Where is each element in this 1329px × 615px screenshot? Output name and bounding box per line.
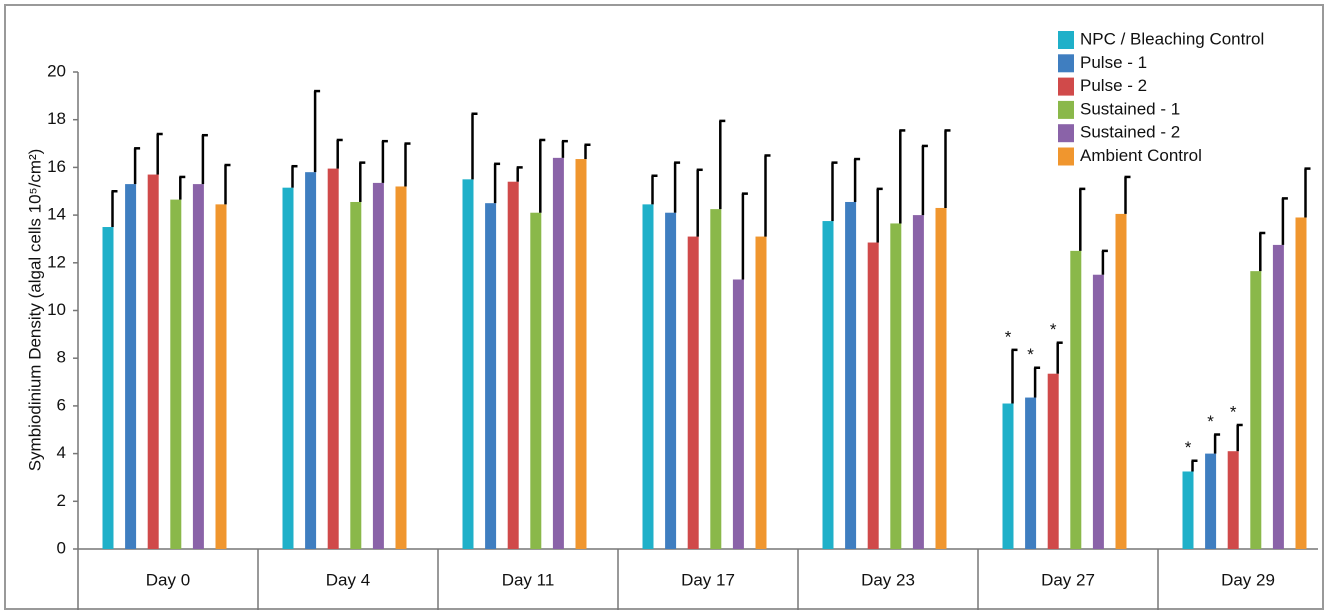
bar bbox=[890, 223, 902, 549]
legend-swatch bbox=[1058, 100, 1074, 119]
legend-swatch bbox=[1058, 147, 1074, 166]
bar bbox=[102, 227, 114, 549]
legend-swatch bbox=[1058, 31, 1074, 49]
legend-swatch bbox=[1058, 124, 1074, 143]
bar bbox=[1227, 451, 1239, 549]
bar bbox=[732, 279, 744, 549]
x-tick-label: Day 4 bbox=[326, 570, 370, 589]
bar bbox=[507, 181, 519, 549]
frame bbox=[4, 4, 1324, 610]
legend-label: Sustained - 2 bbox=[1080, 123, 1180, 142]
bar bbox=[215, 204, 227, 549]
x-tick-label: Day 11 bbox=[502, 570, 555, 589]
bar bbox=[822, 221, 834, 549]
bar bbox=[1272, 244, 1284, 549]
bar bbox=[192, 184, 204, 549]
significance-marker: * bbox=[1230, 402, 1237, 421]
y-tick-label: 10 bbox=[47, 300, 66, 319]
bar bbox=[1002, 403, 1014, 549]
x-tick-label: Day 17 bbox=[681, 570, 735, 589]
bar bbox=[462, 179, 474, 549]
significance-marker: * bbox=[1005, 327, 1012, 346]
bar bbox=[867, 242, 879, 549]
bar bbox=[755, 236, 767, 549]
legend-label: Pulse - 2 bbox=[1080, 76, 1147, 95]
y-tick-label: 6 bbox=[57, 395, 66, 414]
y-tick-label: 20 bbox=[47, 61, 66, 80]
bar bbox=[1115, 213, 1127, 549]
bar bbox=[642, 204, 654, 549]
y-axis-label: Symbiodinium Density (algal cells 10⁵/cm… bbox=[25, 149, 44, 472]
bar bbox=[1182, 471, 1194, 549]
bar bbox=[1250, 271, 1262, 549]
y-tick-label: 0 bbox=[57, 538, 66, 557]
bar bbox=[282, 187, 294, 550]
x-tick-label: Day 27 bbox=[1041, 570, 1095, 589]
bar bbox=[1205, 453, 1217, 549]
y-tick-label: 8 bbox=[57, 348, 66, 367]
legend-label: Sustained - 1 bbox=[1080, 99, 1180, 118]
y-tick-label: 18 bbox=[47, 109, 66, 128]
x-tick-label: Day 23 bbox=[861, 570, 915, 589]
legend-label: Pulse - 1 bbox=[1080, 53, 1147, 72]
x-tick-label: Day 29 bbox=[1221, 570, 1275, 589]
bar bbox=[372, 182, 384, 549]
legend-label: Ambient Control bbox=[1080, 146, 1202, 165]
significance-marker: * bbox=[1027, 345, 1034, 364]
bar bbox=[170, 199, 182, 549]
bar bbox=[1070, 250, 1082, 549]
x-tick-label: Day 0 bbox=[146, 570, 190, 589]
bar bbox=[912, 215, 924, 549]
bar bbox=[687, 236, 699, 549]
bar bbox=[845, 201, 857, 550]
significance-marker: * bbox=[1207, 412, 1214, 431]
bar bbox=[1092, 274, 1104, 549]
bar bbox=[305, 172, 317, 550]
bar bbox=[530, 212, 542, 549]
y-tick-label: 16 bbox=[47, 157, 66, 176]
bar bbox=[710, 209, 722, 549]
bar bbox=[125, 184, 137, 549]
bar bbox=[395, 186, 407, 550]
bar bbox=[485, 203, 497, 550]
legend-swatch bbox=[1058, 54, 1074, 73]
legend-swatch bbox=[1058, 77, 1074, 96]
y-tick-label: 4 bbox=[57, 443, 66, 462]
bar bbox=[1025, 397, 1037, 549]
bar bbox=[935, 207, 947, 549]
bar bbox=[1047, 373, 1059, 549]
bar bbox=[665, 212, 677, 549]
bar bbox=[327, 168, 339, 549]
bar bbox=[350, 201, 362, 550]
legend-label: NPC / Bleaching Control bbox=[1080, 29, 1264, 48]
y-tick-label: 14 bbox=[47, 205, 66, 224]
y-tick-label: 2 bbox=[57, 491, 66, 510]
bar bbox=[575, 159, 587, 550]
significance-marker: * bbox=[1185, 438, 1192, 457]
bar bbox=[552, 157, 564, 550]
bar bbox=[1295, 217, 1307, 550]
y-tick-label: 12 bbox=[47, 252, 66, 271]
significance-marker: * bbox=[1050, 320, 1057, 339]
bar bbox=[147, 174, 159, 549]
